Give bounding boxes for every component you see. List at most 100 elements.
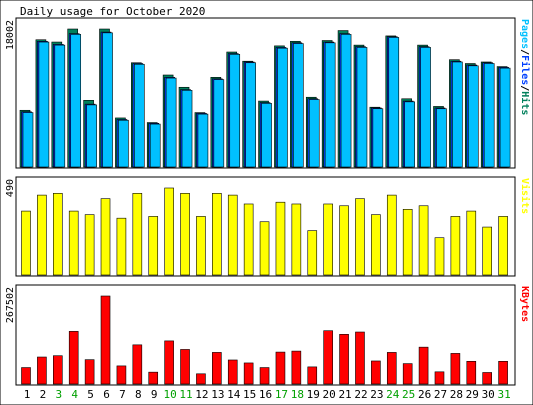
bar-pages-day-13: [213, 79, 225, 168]
bar-visits-day-20: [323, 203, 333, 276]
bar-pages-day-27: [436, 108, 447, 168]
panel-hits-files-pages: 18002 Pages/Files/Hits: [5, 17, 531, 169]
day-label-5: 5: [87, 388, 94, 401]
bar-visits-day-10: [164, 187, 174, 276]
day-label-29: 29: [466, 388, 479, 401]
bar-pages-day-28: [452, 61, 463, 168]
bar-visits-day-1: [21, 210, 31, 276]
day-axis-labels: 1 2 3 4 5 6 7 8 9 10 11 12 13 14 15 16 17 18 19 20 21 22 23 24 2…: [24, 388, 511, 401]
bar-pages-day-14: [229, 54, 241, 168]
day-label-25: 25: [402, 388, 415, 401]
bar-visits-day-16: [259, 221, 270, 276]
day-label-28: 28: [450, 388, 463, 401]
bar-pages-day-2: [38, 41, 50, 168]
bar-kbytes-day-15: [243, 362, 254, 385]
day-label-30: 30: [482, 388, 495, 401]
bar-visits-day-7: [116, 217, 127, 276]
bar-kbytes-day-2: [37, 356, 47, 385]
bar-kbytes-day-12: [196, 373, 206, 385]
bar-visits-day-13: [212, 193, 222, 276]
y-max-label-hits-files-pages: 18002: [5, 20, 16, 50]
bar-visits-day-19: [307, 230, 318, 276]
bar-pages-day-12: [197, 113, 209, 168]
legend-kbytes: KBytes: [519, 286, 530, 322]
day-label-18: 18: [291, 388, 304, 401]
bar-pages-day-24: [388, 37, 400, 168]
day-label-4: 4: [71, 388, 78, 401]
bar-pages-day-7: [118, 119, 129, 168]
y-max-label-kbytes: 267502: [5, 287, 16, 323]
day-label-11: 11: [179, 388, 192, 401]
bar-kbytes-day-23: [371, 360, 381, 385]
bar-pages-day-1: [22, 112, 34, 168]
bar-kbytes-day-5: [84, 359, 95, 385]
day-label-27: 27: [434, 388, 447, 401]
day-label-15: 15: [243, 388, 256, 401]
bar-visits-day-14: [227, 194, 238, 276]
bar-pages-day-26: [420, 47, 431, 168]
bar-pages-day-31: [499, 67, 511, 168]
bar-visits-day-18: [291, 203, 302, 276]
bar-visits-day-23: [371, 214, 381, 276]
bar-kbytes-day-13: [212, 352, 222, 385]
bar-kbytes-day-4: [68, 331, 79, 385]
day-label-13: 13: [211, 388, 224, 401]
bar-pages-day-5: [86, 104, 97, 168]
legend-part-kbytes-0: KBytes: [519, 286, 530, 322]
bar-kbytes-day-25: [402, 363, 413, 385]
bar-visits-day-30: [482, 226, 492, 276]
legend-visits: Visits: [519, 178, 531, 214]
bar-kbytes-day-18: [291, 350, 302, 385]
day-label-31: 31: [497, 388, 510, 401]
legend-hits-files-pages: Pages/Files/Hits: [519, 19, 531, 115]
day-label-21: 21: [338, 388, 351, 401]
bar-kbytes-day-10: [164, 340, 174, 385]
bar-visits-day-31: [498, 216, 508, 276]
bar-visits-day-9: [148, 216, 159, 276]
day-label-14: 14: [227, 388, 241, 401]
legend-part-hits-files-pages-2: Files: [519, 55, 531, 85]
bar-visits-day-25: [402, 209, 413, 276]
bar-kbytes-day-29: [466, 361, 477, 385]
bar-pages-day-23: [372, 108, 384, 168]
legend-part-hits-files-pages-1: /: [519, 49, 530, 55]
day-label-10: 10: [164, 388, 177, 401]
bar-pages-day-21: [340, 34, 352, 168]
bar-kbytes-day-19: [307, 366, 318, 385]
bar-pages-day-25: [404, 101, 415, 168]
panel-kbytes: 267502 KBytes: [5, 284, 530, 386]
day-label-23: 23: [370, 388, 383, 401]
bar-pages-day-15: [245, 62, 256, 168]
bar-visits-day-27: [434, 237, 445, 276]
bar-kbytes-day-7: [116, 365, 127, 385]
bar-kbytes-day-30: [482, 372, 492, 385]
bar-pages-day-22: [356, 47, 368, 168]
y-max-label-visits: 490: [5, 179, 16, 197]
bar-visits-day-28: [450, 216, 461, 276]
day-label-17: 17: [275, 388, 288, 401]
bar-visits-day-5: [84, 214, 95, 276]
bar-visits-day-12: [196, 216, 206, 276]
bar-kbytes-day-6: [100, 295, 111, 385]
bar-pages-day-18: [293, 43, 304, 168]
bar-pages-day-29: [467, 65, 479, 168]
bar-kbytes-day-14: [227, 359, 238, 385]
bar-pages-day-6: [102, 32, 113, 168]
bar-kbytes-day-1: [21, 367, 31, 385]
day-label-1: 1: [24, 388, 31, 401]
legend-part-hits-files-pages-4: Hits: [519, 91, 531, 115]
bar-kbytes-day-21: [339, 334, 349, 385]
bar-kbytes-day-3: [53, 355, 63, 385]
bar-kbytes-day-24: [386, 352, 397, 385]
bar-visits-day-8: [132, 193, 143, 276]
bar-pages-day-20: [324, 42, 336, 168]
bar-visits-day-3: [53, 193, 63, 276]
bar-pages-day-10: [165, 77, 177, 168]
bar-visits-day-17: [275, 201, 286, 276]
bar-pages-day-11: [181, 90, 193, 168]
day-label-7: 7: [119, 388, 126, 401]
bar-visits-day-22: [355, 198, 365, 276]
bar-visits-day-29: [466, 210, 477, 276]
